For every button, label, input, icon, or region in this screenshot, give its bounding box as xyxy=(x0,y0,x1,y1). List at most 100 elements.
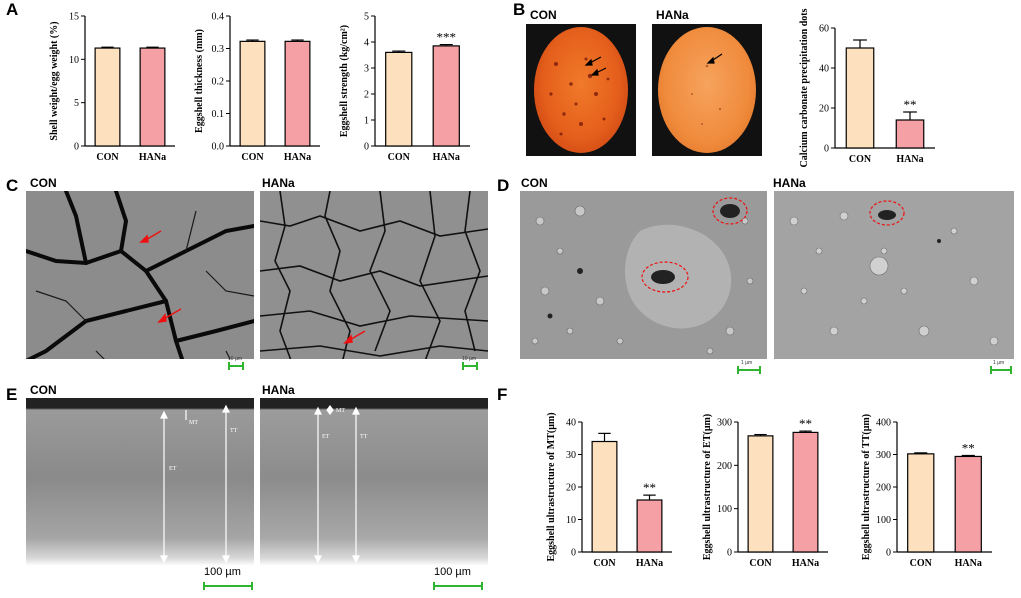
y-tick-label: 40 xyxy=(566,418,576,429)
egg-photo-con xyxy=(526,24,636,156)
bar-con xyxy=(845,47,875,149)
y-axis-label: Eggshell ultrastructure of MT(μm) xyxy=(546,412,557,561)
chart-mt-ultrastructure: 0 10 20 30 40 Eggshell ultrastructure of MT(μ… xyxy=(546,412,672,569)
panel-d-label-hana: HANa xyxy=(773,176,806,190)
egg-photo-label-con: CON xyxy=(530,8,557,22)
x-tick-label: CON xyxy=(388,152,411,163)
y-tick-label: 0 xyxy=(364,142,369,153)
chart-eggshell-strength: 0 1 2 3 4 5 Eggshell strength (kg/cm²) CON HANa *… xyxy=(339,12,470,163)
x-tick-label: HANa xyxy=(896,154,923,165)
bar-hana xyxy=(284,40,311,147)
bar-hana xyxy=(954,455,982,553)
chart-eggshell-thickness: 0.0 0.1 0.2 0.3 0.4 Eggshell thickness (mm) CO… xyxy=(194,12,320,163)
y-tick-label: 0 xyxy=(727,548,732,559)
x-tick-label: HANa xyxy=(433,152,460,163)
bar-hana xyxy=(432,45,460,147)
bar-hana xyxy=(895,119,925,149)
scale-bar-e-con-text: 100 µm xyxy=(204,566,241,578)
scale-bar-c-hana-text: 10 µm xyxy=(462,356,476,362)
y-tick-label: 0.4 xyxy=(212,12,225,23)
bar-con xyxy=(591,440,618,553)
y-tick-label: 400 xyxy=(876,418,891,429)
panel-e-label-con: CON xyxy=(30,383,57,397)
panel-c-label-con: CON xyxy=(30,176,57,190)
crack-pattern-hana xyxy=(260,191,488,371)
bar-con xyxy=(907,453,935,553)
sem-crack-image-con xyxy=(26,191,254,371)
scale-bar-c-con-text: 10 µm xyxy=(228,356,242,362)
x-tick-label: HANa xyxy=(792,558,819,569)
pore-texture-con xyxy=(531,197,754,355)
significance-marker: *** xyxy=(437,30,457,45)
y-axis-label: Eggshell ultrastructure of ET(μm) xyxy=(702,414,713,560)
panel-label-d: D xyxy=(497,176,510,195)
y-tick-label: 100 xyxy=(717,504,732,515)
mt-annotation-con: MT xyxy=(189,420,198,426)
y-tick-label: 0.2 xyxy=(212,77,225,88)
y-tick-label: 0 xyxy=(886,548,891,559)
panel-label-f: F xyxy=(497,385,508,404)
y-tick-label: 0.1 xyxy=(212,109,225,120)
bar-con xyxy=(94,47,121,147)
y-axis-label: Calcium carbonate precipitation dots xyxy=(799,8,810,167)
scale-bar-d-hana xyxy=(990,366,1012,374)
pore-texture-hana xyxy=(789,200,999,346)
y-tick-label: 0.0 xyxy=(212,142,225,153)
panel-label-b: B xyxy=(513,0,526,19)
y-tick-label: 0.3 xyxy=(212,44,225,55)
panel-label-c: C xyxy=(6,176,19,195)
significance-marker: ** xyxy=(904,97,917,112)
y-tick-label: 300 xyxy=(717,418,732,429)
chart-calcium-carbonate-dots: 0 20 40 60 Calcium carbonate precipitation d… xyxy=(799,8,935,167)
significance-marker: ** xyxy=(799,416,812,431)
bar-hana xyxy=(792,431,819,553)
y-axis-label: Eggshell ultrastructure of TT(μm) xyxy=(861,414,872,560)
panel-c-label-hana: HANa xyxy=(262,176,295,190)
x-tick-label: HANa xyxy=(955,558,982,569)
y-tick-label: 0 xyxy=(824,144,829,155)
tt-annotation-con: TT xyxy=(230,428,238,434)
sem-crack-image-hana xyxy=(260,191,488,371)
chart-et-ultrastructure: 0 100 200 300 Eggshell ultrastructure of ET(… xyxy=(702,414,828,569)
egg-photo-hana xyxy=(652,24,762,156)
egg-spots-con xyxy=(549,56,610,136)
scale-bar-c-con xyxy=(228,362,244,370)
x-tick-label: CON xyxy=(849,154,872,165)
mt-annotation-hana: MT xyxy=(336,408,345,414)
y-axis-label: Eggshell thickness (mm) xyxy=(194,29,205,133)
egg-photo-label-hana: HANa xyxy=(656,8,689,22)
bar-hana xyxy=(139,47,166,147)
panel-label-a: A xyxy=(6,0,19,19)
significance-marker: ** xyxy=(962,440,975,455)
x-tick-label: CON xyxy=(593,558,616,569)
x-tick-label: CON xyxy=(910,558,933,569)
y-tick-label: 2 xyxy=(364,90,369,101)
y-tick-label: 20 xyxy=(819,104,829,115)
x-tick-label: CON xyxy=(241,152,264,163)
scale-bar-d-con-text: 1 µm xyxy=(741,360,753,366)
panel-e-label-hana: HANa xyxy=(262,383,295,397)
x-tick-label: HANa xyxy=(139,152,166,163)
y-tick-label: 3 xyxy=(364,64,369,75)
y-tick-label: 0 xyxy=(571,548,576,559)
y-tick-label: 10 xyxy=(566,515,576,526)
bar-con xyxy=(747,435,774,553)
sem-cross-section-con: ET MT TT xyxy=(26,398,254,568)
y-tick-label: 60 xyxy=(819,24,829,35)
chart-tt-ultrastructure: 0 100 200 300 400 Eggshell ultrastructure of … xyxy=(861,414,992,569)
scale-bar-d-hana-text: 1 µm xyxy=(993,360,1005,366)
scale-bar-d-con xyxy=(737,366,761,374)
y-tick-label: 100 xyxy=(876,515,891,526)
y-tick-label: 1 xyxy=(364,116,369,127)
significance-marker: ** xyxy=(643,480,656,495)
y-tick-label: 200 xyxy=(876,483,891,494)
y-tick-label: 4 xyxy=(364,38,369,49)
sem-pore-image-hana xyxy=(774,191,1014,371)
bar-hana xyxy=(636,499,663,553)
x-tick-label: CON xyxy=(749,558,772,569)
y-tick-label: 40 xyxy=(819,64,829,75)
y-tick-label: 10 xyxy=(69,55,79,66)
scale-bar-e-con xyxy=(203,582,253,590)
y-tick-label: 30 xyxy=(566,450,576,461)
egg-spots-hana xyxy=(691,53,723,125)
